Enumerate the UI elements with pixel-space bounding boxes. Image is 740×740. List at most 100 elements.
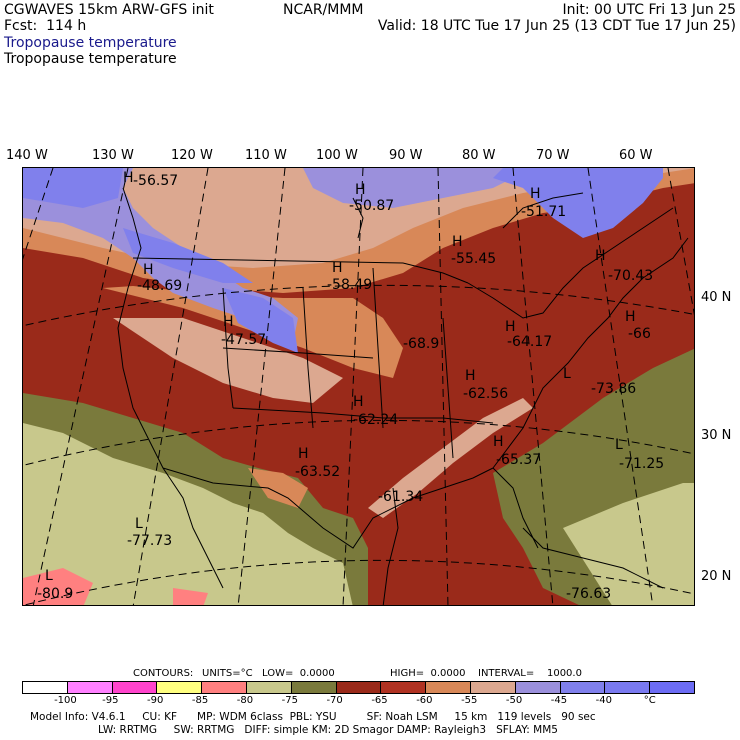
colorbar-tick-label: -65 <box>371 695 388 706</box>
init-time: Init: 00 UTC Fri 13 Jun 25 <box>562 2 736 18</box>
colorbar-cell <box>157 682 203 693</box>
low-value: -71.25 <box>619 456 664 472</box>
colorbar-cell <box>336 682 382 693</box>
model-info-line2: LW: RRTMG SW: RRTMG DIFF: simple KM: 2D … <box>98 724 558 736</box>
high-value: -56.57 <box>133 173 178 189</box>
high-value: -51.71 <box>521 204 566 220</box>
high-value: -65.37 <box>496 452 541 468</box>
high-value: -63.52 <box>295 464 340 480</box>
low-value: -73.86 <box>591 381 636 397</box>
high-value: -55.45 <box>451 251 496 267</box>
colorbar-cell <box>605 682 651 693</box>
low-label: LOW= 0.0000 <box>262 668 335 679</box>
low-value: -76.63 <box>566 586 611 602</box>
high-value: -61.34 <box>378 489 423 505</box>
high-value: -70.43 <box>608 268 653 284</box>
high-marker: H <box>143 262 154 278</box>
forecast-hour: Fcst: 114 h <box>4 18 87 34</box>
colorbar-cell <box>291 682 337 693</box>
low-marker: L <box>135 516 143 532</box>
high-marker: H <box>595 248 606 264</box>
lon-label: 110 W <box>245 148 287 163</box>
low-marker: L <box>615 437 623 453</box>
field-band-khaki-east <box>563 483 694 605</box>
high-value: -68.9 <box>403 336 439 352</box>
colorbar-tick-label: -85 <box>191 695 209 706</box>
colorbar-cell <box>67 682 113 693</box>
field-title-colored: Tropopause temperature <box>4 35 177 51</box>
high-value: -47.57 <box>221 332 266 348</box>
colorbar-cell <box>23 682 68 693</box>
lon-label: 140 W <box>6 148 48 163</box>
colorbar-cell <box>470 682 516 693</box>
colorbar-tick-label: -60 <box>416 695 433 706</box>
high-value: -58.49 <box>327 277 372 293</box>
colorbar-tick-label: -100 <box>54 695 77 706</box>
high-marker: H <box>332 260 343 276</box>
high-value: -50.87 <box>349 198 394 214</box>
low-marker: L <box>563 366 571 382</box>
low-value: -80.9 <box>37 586 73 602</box>
lat-lon-grid <box>23 168 694 605</box>
colorbar-cell <box>202 682 247 693</box>
colorbar-cell <box>381 682 427 693</box>
high-value: -64.17 <box>507 334 552 350</box>
high-marker: H <box>465 368 476 384</box>
high-marker: H <box>353 394 364 410</box>
contours-label: CONTOURS: <box>133 668 194 679</box>
field-band-lavender-north <box>303 168 523 208</box>
field-band-pink <box>23 568 93 605</box>
high-value: -62.24 <box>353 412 398 428</box>
colorbar-tick-label: -70 <box>326 695 343 706</box>
colorbar-cell <box>112 682 158 693</box>
high-marker: H <box>223 314 234 330</box>
high-value: -66 <box>628 326 651 342</box>
high-marker: H <box>452 234 463 250</box>
high-label: HIGH= 0.0000 <box>390 668 466 679</box>
units-label: UNITS=°C <box>202 668 253 679</box>
high-marker: H <box>530 186 541 202</box>
field-band-salmon <box>248 468 308 508</box>
field-band-tan-streak <box>368 398 533 518</box>
lon-label: 120 W <box>171 148 213 163</box>
high-marker: H <box>355 182 366 198</box>
colorbar-cell <box>246 682 292 693</box>
interval-label: INTERVAL= 1000.0 <box>478 668 582 679</box>
high-marker: H <box>505 319 516 335</box>
colorbar-tick-label: -50 <box>505 695 523 706</box>
colorbar-cell <box>560 682 606 693</box>
tropopause-temperature-map: H -56.57 H -50.87 H -51.71 H -55.45 H -4… <box>22 167 695 606</box>
colorbar <box>22 681 695 694</box>
lon-label: 70 W <box>536 148 570 163</box>
field-band-tan <box>23 168 694 268</box>
colorbar-tick-label: -45 <box>550 695 568 706</box>
high-low-labels: H -56.57 H -50.87 H -51.71 H -55.45 H -4… <box>37 170 664 602</box>
geographic-boundaries <box>117 187 689 605</box>
colorbar-tick-label: -80 <box>236 695 254 706</box>
high-value: -48.69 <box>137 278 182 294</box>
field-band-pink-2 <box>173 588 208 605</box>
colorbar-tick-label: -75 <box>281 695 298 706</box>
colorbar-tick-label: -90 <box>147 695 164 706</box>
lon-label: 100 W <box>316 148 358 163</box>
valid-time: Valid: 18 UTC Tue 17 Jun 25 (13 CDT Tue … <box>377 18 736 34</box>
field-band-blue-west-2 <box>123 228 253 283</box>
colorbar-cell <box>515 682 561 693</box>
colorbar-tick-label: -95 <box>102 695 119 706</box>
model-info-line1: Model Info: V4.6.1 CU: KF MP: WDM 6class… <box>30 711 596 723</box>
high-marker: H <box>493 434 504 450</box>
lon-label: 90 W <box>389 148 423 163</box>
high-value: -62.56 <box>463 386 508 402</box>
organization: NCAR/MMM <box>283 2 364 18</box>
lon-label: 80 W <box>462 148 496 163</box>
colorbar-tick-label: -55 <box>461 695 478 706</box>
lon-label: 130 W <box>92 148 134 163</box>
lat-label: 20 N <box>701 569 732 584</box>
colorbar-tick-label: -40 <box>595 695 612 706</box>
field-title: Tropopause temperature <box>4 51 177 67</box>
field-band-blue-ne <box>493 168 663 238</box>
low-value: -77.73 <box>127 533 172 549</box>
lat-label: 40 N <box>701 290 732 305</box>
high-marker: H <box>625 309 636 325</box>
map-canvas: H -56.57 H -50.87 H -51.71 H -55.45 H -4… <box>23 168 694 605</box>
